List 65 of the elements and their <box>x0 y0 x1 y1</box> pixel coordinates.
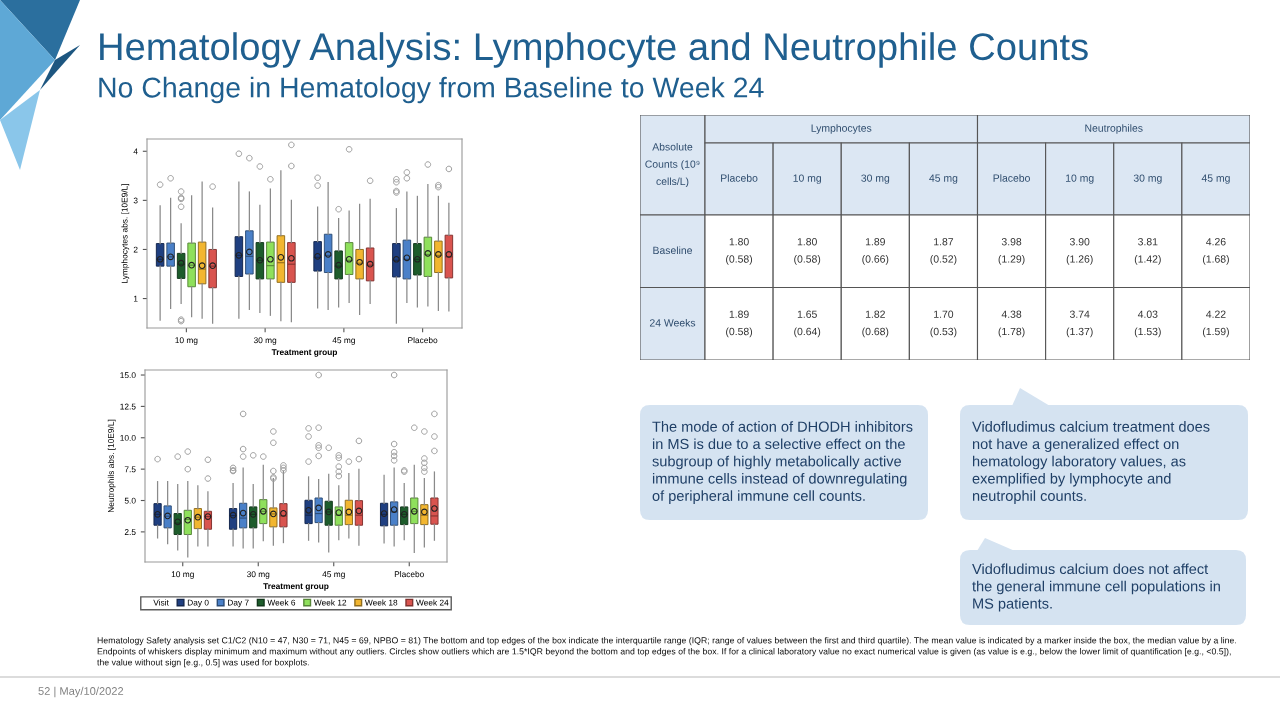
y-tick-label: 1 <box>133 295 138 302</box>
category-label: 45 mg <box>1201 174 1230 184</box>
x-tick-label: 45 mg <box>332 337 355 345</box>
x-axis-title: Treatment group <box>263 583 329 591</box>
text: 1.82 (0.68) <box>862 310 889 338</box>
legend-label: Day 0 <box>187 599 209 608</box>
legend-label: Week 12 <box>313 599 347 606</box>
text: 3.90 (1.26) <box>1066 238 1093 265</box>
y-tick-label: 12.5 <box>120 403 136 410</box>
y-tick-label: 2 <box>133 246 138 253</box>
legend-label: Week 24 <box>416 599 449 606</box>
text: 3.81 (1.42) <box>1134 238 1161 265</box>
category-label: 30 mg <box>861 174 890 184</box>
x-axis-title: Treatment group <box>271 349 338 357</box>
y-axis-title: Neutrophils abs. [10E9/L] <box>107 419 116 513</box>
text: Neutrophiles <box>1085 124 1143 134</box>
text: 4.03 (1.53) <box>1134 310 1161 338</box>
category-label: Placebo <box>993 174 1030 182</box>
text: 4.26 (1.68) <box>1202 238 1229 265</box>
text: 1.80 (0.58) <box>794 238 821 265</box>
text: 1.87 (0.52) <box>930 238 957 265</box>
x-tick-label: 30 mg <box>253 337 277 345</box>
text: Absolute Counts (10⁹ cells/L) <box>645 142 700 188</box>
text: 1.89 (0.58) <box>726 310 753 338</box>
y-axis-title: Lymphocytes abs. [10E9/L] <box>121 183 130 283</box>
category-label: 10 mg <box>1066 174 1094 184</box>
text: 1.70 (0.53) <box>930 310 957 338</box>
text: Hematology Analysis: Lymphocyte and Neutrophile Counts <box>100 32 1088 68</box>
text: The mode of action of DHODH inhibitors in MS is due to a selective effect on the subgroup of highly metabolically active immune cells instead of downregulating of peripheral immune cell counts. <box>652 421 913 504</box>
category-label: Placebo <box>721 174 758 182</box>
text: 4.22 (1.59) <box>1202 310 1229 338</box>
category-label: 10 mg <box>793 174 821 184</box>
text: 4.38 (1.78) <box>998 310 1025 338</box>
legend-label: Week 18 <box>364 599 398 606</box>
category-label: Baseline <box>653 246 693 255</box>
category-label: 45 mg <box>929 174 958 184</box>
text: Vidofludimus calcium treatment does not have a generalized effect on hematology laboratory values, as exemplified by lymphocyte and neutrophil counts. <box>972 421 1210 504</box>
x-tick-label: 45 mg <box>322 571 345 579</box>
y-tick-label: 3 <box>133 197 138 204</box>
y-tick-label: 15.0 <box>120 372 136 379</box>
legend-title: Visit <box>153 599 169 606</box>
text: Hematology Safety analysis set C1/C2 (N10 = 47, N30 = 71, N45 = 69, NPBO = 81) The bottom and top edges of the box indicate the interquartile range (IQR; range of values between the first and third quartile). The mean value is indicated by a marker inside the box, the median value by a line. Endpoints of whiskers display minimum and maximum without any outliers. Circles show outliers which are 1.5*IQR beyond the bottom and top edges of the box. If for a clinical laboratory value no exact numerical value is given (as value is e.g., below the lower limit of quantification [e.g., <0.5]), the value without sign [e.g., 0.5] was used for boxplots. <box>97 637 1236 668</box>
x-tick-label: 30 mg <box>246 571 270 579</box>
y-tick-label: 2.5 <box>124 529 136 535</box>
text: Vidofludimus calcium does not affect the general immune cell populations in MS patients. <box>972 563 1220 612</box>
text: 3.98 (1.29) <box>998 238 1025 265</box>
y-tick-label: 5.0 <box>124 497 136 504</box>
y-tick-label: 7.5 <box>124 466 136 473</box>
legend-label: Week 6 <box>267 599 296 606</box>
x-tick-label: Placebo <box>394 571 424 578</box>
x-tick-label: 10 mg <box>175 337 198 345</box>
category-label: 30 mg <box>1133 174 1162 184</box>
text: 1.80 (0.58) <box>726 238 753 265</box>
text: 52 | May/10/2022 <box>38 686 124 698</box>
y-tick-label: 10.0 <box>120 434 136 441</box>
text: 3.74 (1.37) <box>1066 310 1093 338</box>
y-tick-label: 4 <box>133 148 138 155</box>
x-tick-label: 10 mg <box>171 571 194 579</box>
text: Lymphocytes <box>811 124 872 134</box>
text: 1.65 (0.64) <box>794 310 821 338</box>
x-tick-label: Placebo <box>408 337 438 344</box>
text: 1.89 (0.66) <box>862 238 889 265</box>
text: No Change in Hematology from Baseline to Week 24 <box>99 76 764 104</box>
category-label: 24 Weeks <box>649 318 696 327</box>
legend-label: Day 7 <box>227 599 249 608</box>
